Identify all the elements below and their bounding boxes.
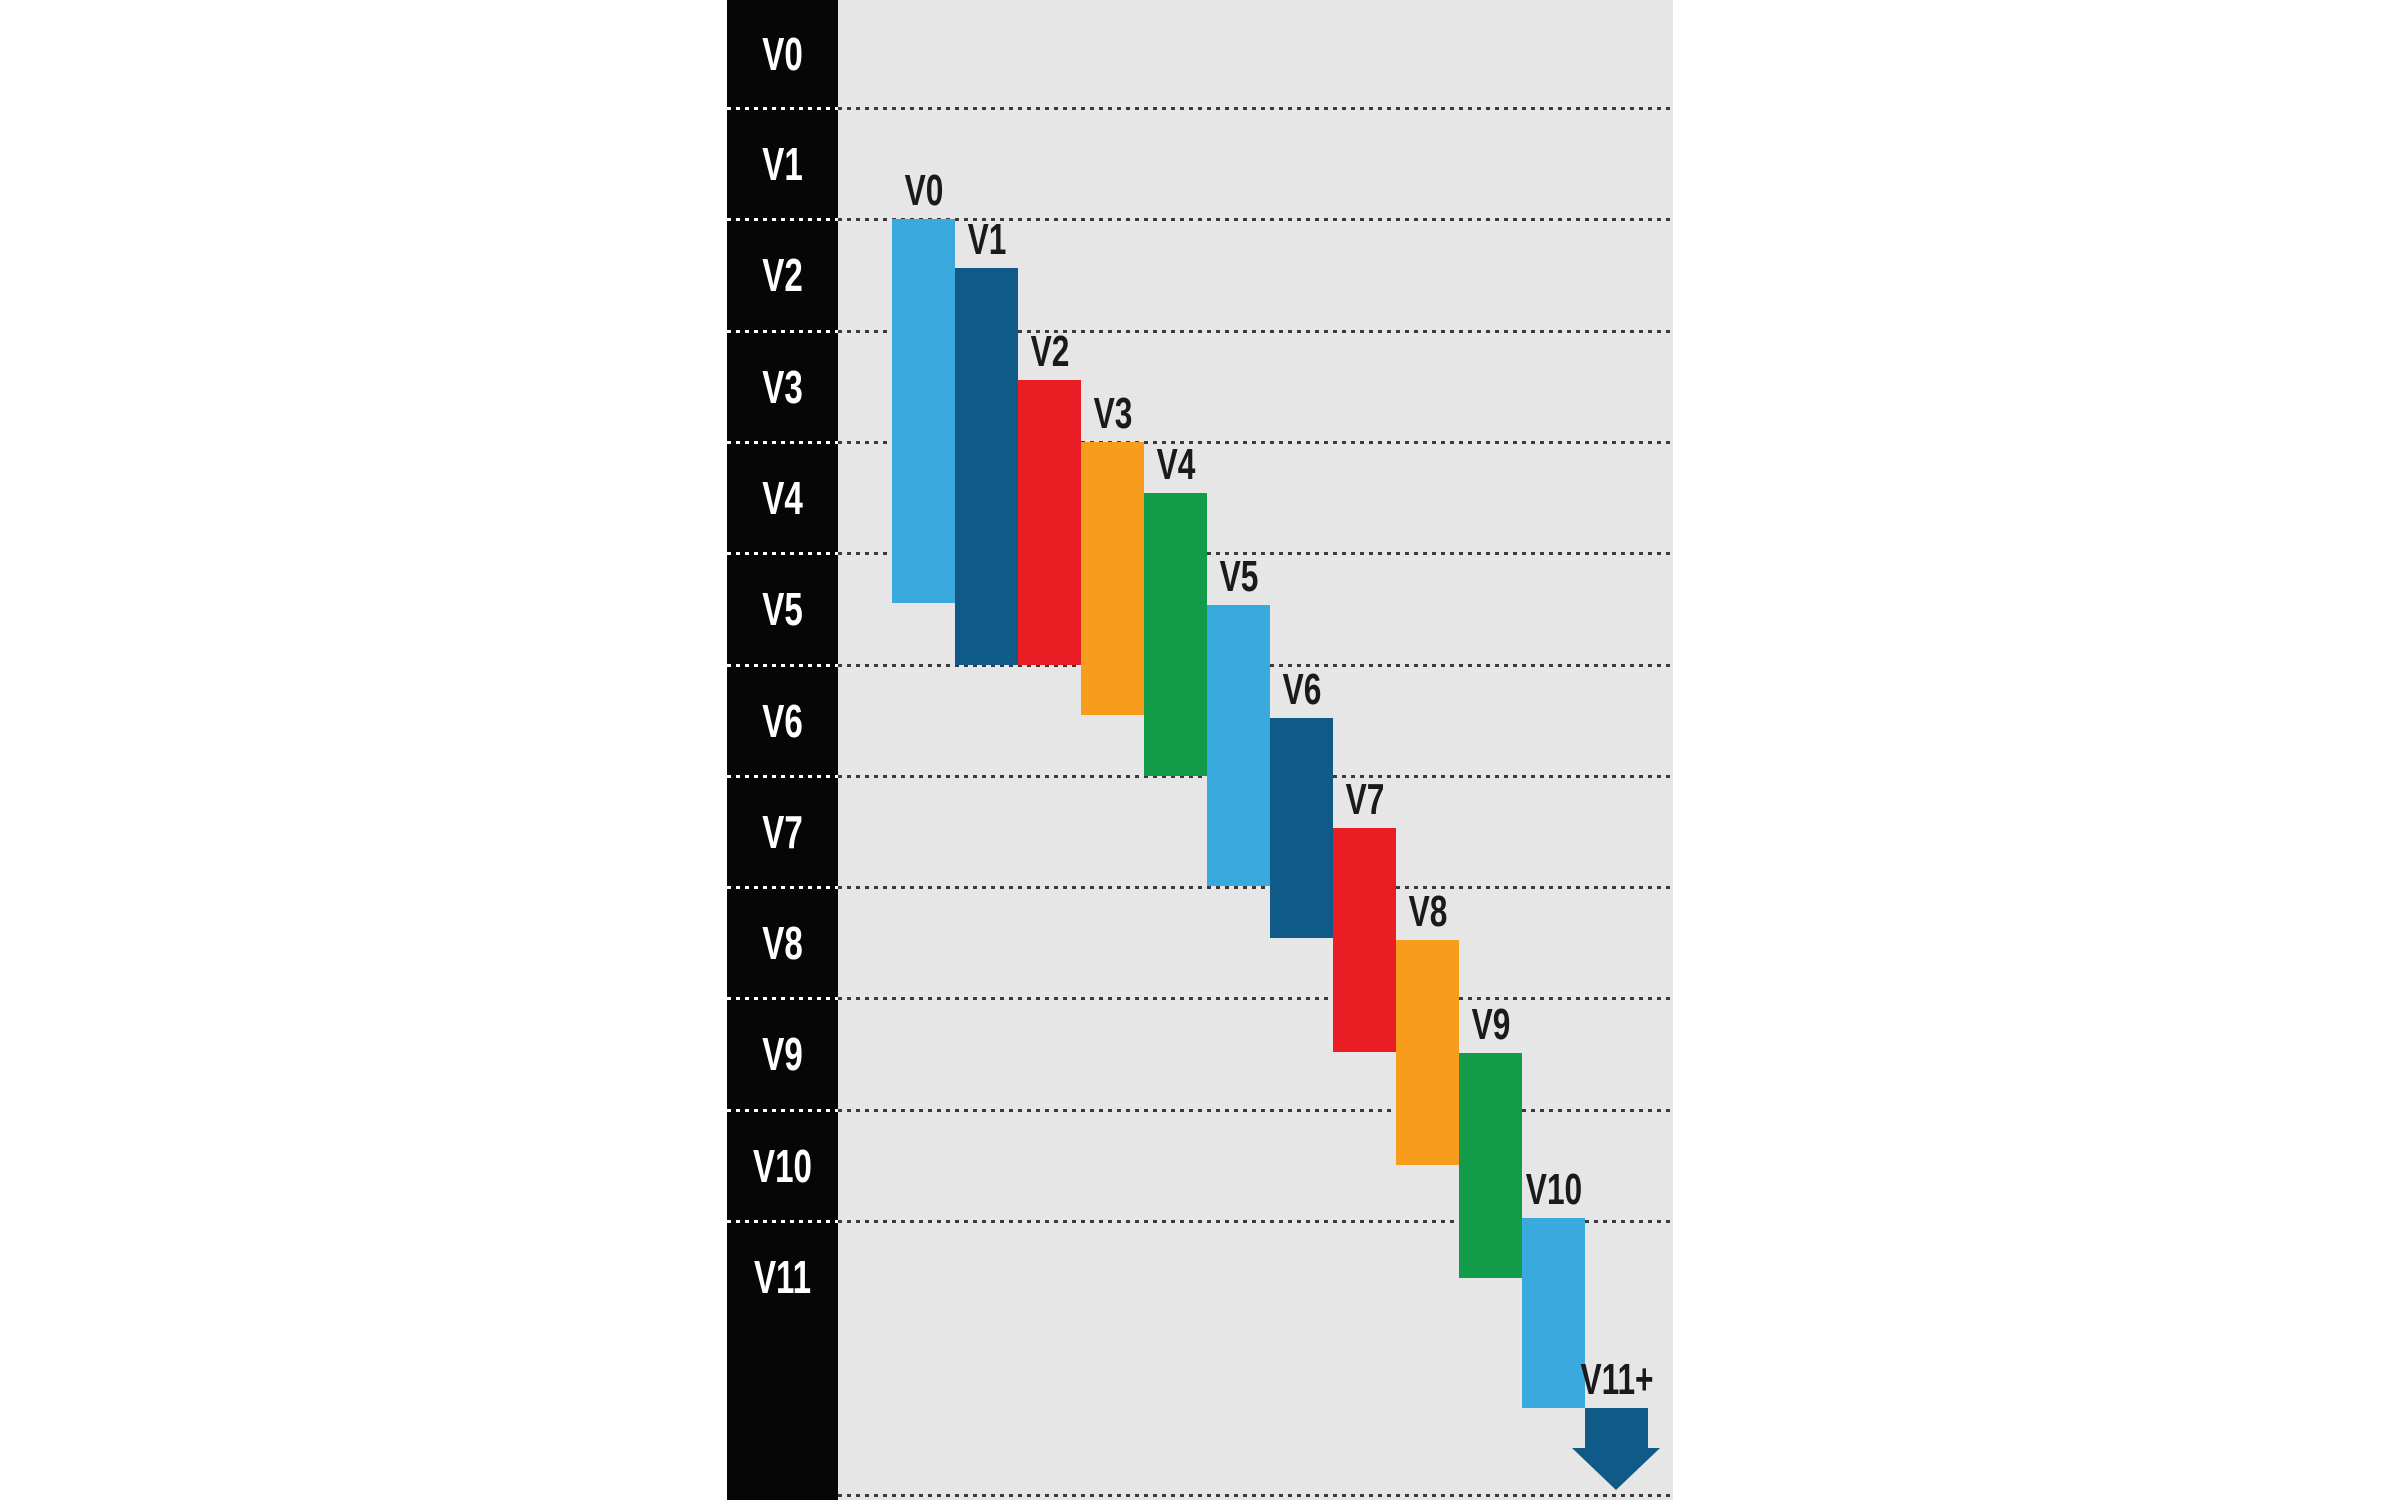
range-bar-v8 — [1396, 940, 1459, 1165]
grade-row-label-v8: V8 — [762, 916, 803, 969]
range-bar-v4 — [1144, 493, 1207, 776]
grade-row-label-v10: V10 — [753, 1139, 812, 1192]
grade-row-label-v9: V9 — [762, 1028, 803, 1080]
row-divider-line-plot — [838, 997, 1673, 1000]
row-divider-line-column — [727, 997, 838, 1000]
grade-row-label-v6: V6 — [762, 694, 803, 747]
bar-label-v8: V8 — [1408, 887, 1447, 936]
range-bar-v1 — [955, 268, 1018, 665]
bar-label-v0: V0 — [904, 166, 943, 215]
grade-row-label-v7: V7 — [762, 805, 803, 858]
bar-label-v11plus: V11+ — [1579, 1355, 1654, 1404]
v11plus-arrow-body — [1585, 1408, 1648, 1449]
bar-label-v6: V6 — [1282, 665, 1321, 714]
range-bar-v2 — [1018, 380, 1081, 665]
range-bar-v10 — [1522, 1218, 1585, 1408]
row-divider-line-column — [727, 218, 838, 221]
row-divider-line-column — [727, 775, 838, 778]
range-bar-v0 — [892, 219, 955, 603]
row-divider-line-column — [727, 664, 838, 667]
v11plus-arrow-head-icon — [1572, 1448, 1660, 1490]
grade-axis-column — [727, 0, 838, 1500]
row-divider-line-plot — [838, 886, 1673, 889]
bar-label-v7: V7 — [1345, 775, 1384, 824]
range-bar-v9 — [1459, 1053, 1522, 1278]
row-divider-line-column — [727, 552, 838, 555]
row-divider-line-plot — [838, 1109, 1673, 1112]
row-divider-line-column — [727, 1220, 838, 1223]
row-divider-line-plot — [838, 330, 1673, 333]
grade-row-label-v5: V5 — [762, 583, 803, 635]
bar-label-v3: V3 — [1093, 389, 1132, 438]
bar-label-v2: V2 — [1030, 327, 1069, 376]
row-divider-line-column — [727, 1109, 838, 1112]
range-bar-v3 — [1081, 442, 1144, 715]
row-divider-line-plot — [838, 441, 1673, 444]
grade-row-label-v4: V4 — [762, 471, 803, 524]
row-divider-line-plot — [838, 552, 1673, 555]
row-divider-line-column — [727, 107, 838, 110]
range-bar-v6 — [1270, 718, 1333, 938]
row-divider-line-plot — [838, 107, 1673, 110]
bar-label-v4: V4 — [1156, 440, 1195, 489]
grade-row-label-v11: V11 — [753, 1251, 812, 1303]
grade-row-label-v1: V1 — [762, 137, 803, 190]
bar-label-v1: V1 — [967, 215, 1006, 264]
range-bar-v7 — [1333, 828, 1396, 1052]
grade-row-label-v3: V3 — [762, 360, 803, 413]
row-divider-line-column — [727, 886, 838, 889]
grade-row-label-v2: V2 — [762, 249, 803, 301]
row-divider-line-column — [727, 441, 838, 444]
bar-label-v5: V5 — [1219, 552, 1258, 601]
bar-label-v9: V9 — [1471, 1000, 1510, 1049]
row-divider-line-plot — [838, 1220, 1673, 1223]
chart-bottom-line — [838, 1494, 1673, 1497]
row-divider-line-column — [727, 330, 838, 333]
range-bar-v5 — [1207, 605, 1270, 886]
bar-label-v10: V10 — [1525, 1165, 1582, 1214]
row-divider-line-plot — [838, 218, 1673, 221]
grade-row-label-v0: V0 — [762, 28, 803, 80]
